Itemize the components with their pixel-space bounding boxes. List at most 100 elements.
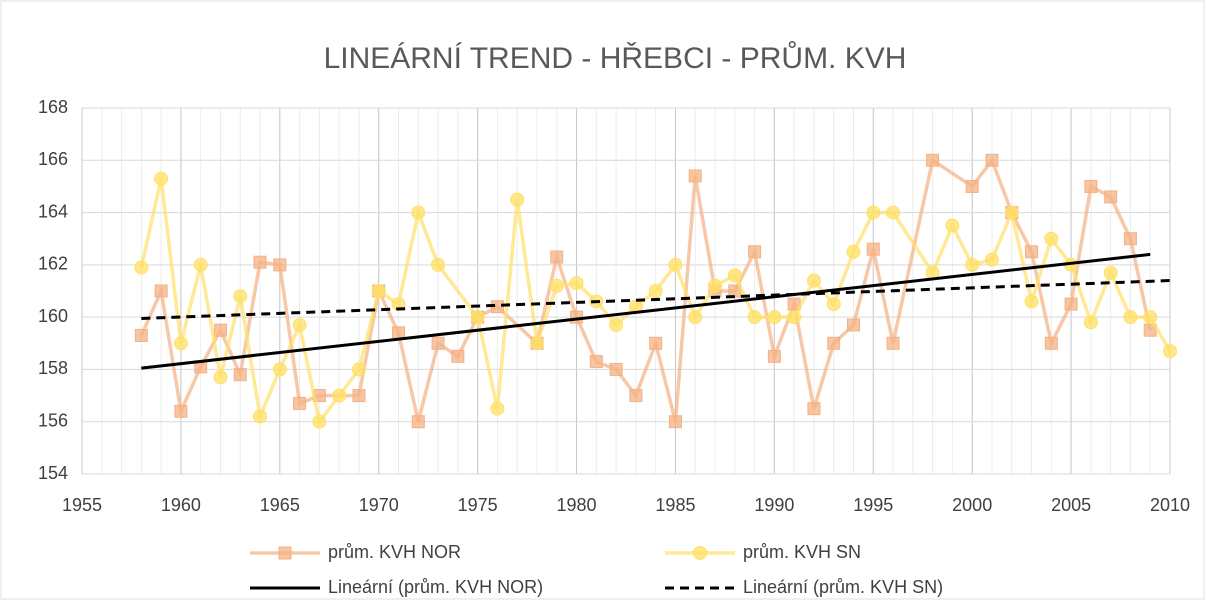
legend-marker [693, 546, 707, 560]
x-tick-label: 1975 [458, 495, 498, 515]
series [141, 252, 1151, 370]
data-point [727, 268, 742, 283]
data-point [1024, 294, 1039, 309]
data-point [807, 402, 821, 416]
data-point [272, 362, 287, 377]
data-point [549, 278, 564, 293]
data-point [411, 205, 426, 220]
legend-label: prům. KVH SN [743, 542, 861, 562]
data-point [609, 317, 624, 332]
data-point [352, 389, 366, 403]
x-tick-label: 1985 [655, 495, 695, 515]
data-point [589, 355, 603, 369]
data-point [846, 318, 860, 332]
legend-label: prům. KVH NOR [328, 542, 461, 562]
data-point [154, 284, 168, 298]
data-point [490, 401, 505, 416]
data-point [391, 297, 406, 312]
legend-item: Lineární (prům. KVH NOR) [250, 577, 543, 597]
data-point [371, 284, 386, 298]
y-tick-label: 158 [38, 358, 68, 378]
series [134, 153, 1157, 429]
data-point [1143, 310, 1158, 325]
data-point [748, 245, 762, 259]
x-tick-label: 1995 [853, 495, 893, 515]
data-point [550, 250, 564, 264]
data-point [609, 362, 623, 376]
data-point [213, 370, 228, 385]
data-point [688, 310, 703, 325]
data-point [787, 310, 802, 325]
data-point [965, 179, 979, 193]
data-point [806, 273, 821, 288]
data-point [1064, 297, 1078, 311]
legend-marker [278, 546, 292, 560]
data-point [668, 415, 682, 429]
data-point [688, 169, 702, 183]
data-point [668, 257, 683, 272]
data-point [629, 389, 643, 403]
data-point [1104, 190, 1118, 204]
data-point [392, 326, 406, 340]
data-point [1004, 205, 1019, 220]
data-point [886, 336, 900, 350]
data-point [866, 242, 880, 256]
y-tick-label: 166 [38, 149, 68, 169]
data-point [134, 260, 149, 275]
data-point [866, 205, 881, 220]
series-line [139, 156, 1152, 423]
data-point [510, 192, 525, 207]
data-point [332, 388, 347, 403]
data-point [708, 278, 723, 293]
data-point [173, 336, 188, 351]
legend-item: Lineární (prům. KVH SN) [665, 577, 943, 597]
data-point [846, 244, 861, 259]
x-tick-label: 2005 [1051, 495, 1091, 515]
data-point [273, 258, 287, 272]
data-point [984, 252, 999, 267]
data-point [293, 396, 307, 410]
data-point [1044, 231, 1059, 246]
data-point [292, 317, 307, 332]
data-point [985, 153, 999, 167]
data-point [1044, 336, 1058, 350]
data-point [1163, 344, 1177, 359]
data-point [193, 257, 208, 272]
data-point [1084, 179, 1098, 193]
y-tick-label: 164 [38, 201, 68, 221]
y-tick-label: 156 [38, 410, 68, 430]
y-tick-label: 154 [38, 463, 68, 483]
data-point [134, 328, 148, 342]
data-point [529, 336, 544, 351]
x-tick-label: 1965 [260, 495, 300, 515]
legend-item: prům. KVH SN [665, 542, 861, 562]
series [141, 279, 1171, 320]
legend-item: prům. KVH NOR [250, 542, 461, 562]
trend-line [141, 279, 1171, 320]
data-point [411, 415, 425, 429]
data-point [1083, 315, 1098, 330]
data-point [213, 323, 227, 337]
data-point [431, 336, 445, 350]
data-point [451, 349, 465, 363]
data-point [253, 409, 268, 424]
data-point [648, 284, 663, 298]
data-point [312, 414, 327, 429]
x-tick-label: 1970 [359, 495, 399, 515]
data-point [233, 368, 247, 382]
data-point [174, 404, 188, 418]
data-point [767, 349, 781, 363]
data-point [826, 297, 841, 312]
data-point [747, 310, 762, 325]
data-point [569, 276, 584, 291]
x-tick-label: 1990 [754, 495, 794, 515]
y-tick-label: 168 [38, 97, 68, 117]
data-point [945, 218, 960, 233]
data-point [926, 153, 940, 167]
x-tick-label: 2010 [1150, 495, 1190, 515]
data-point [351, 362, 366, 377]
data-point [649, 336, 663, 350]
x-tick-label: 2000 [952, 495, 992, 515]
